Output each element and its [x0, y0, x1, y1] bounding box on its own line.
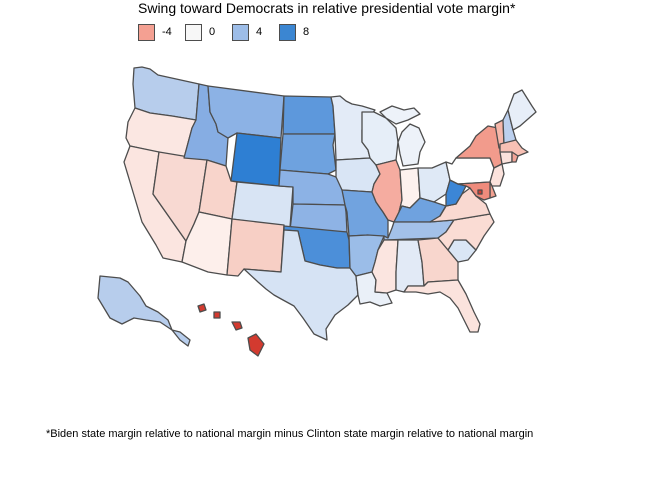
state-pa: [445, 157, 495, 185]
state-tx: [243, 229, 359, 341]
state-ak-panhandle: [171, 329, 191, 347]
legend-label: 0: [209, 26, 216, 38]
state-ak: [97, 275, 173, 331]
state-mt: [207, 85, 285, 139]
map-title: Swing toward Democrats in relative presi…: [138, 0, 516, 16]
state-nd: [282, 95, 336, 135]
state-wy: [230, 132, 282, 187]
state-mi: [397, 123, 426, 167]
state-hi-maui: [231, 321, 243, 331]
footnote: *Biden state margin relative to national…: [46, 428, 534, 440]
legend-label: 4: [256, 26, 263, 38]
state-mi-upper: [379, 105, 421, 125]
legend-swatch: [185, 24, 202, 41]
legend-swatch: [138, 24, 155, 41]
state-co: [231, 181, 294, 228]
state-dc: [477, 189, 483, 195]
legend-swatch: [232, 24, 249, 41]
state-ks: [289, 203, 348, 233]
legend-label: 8: [303, 26, 310, 38]
legend-swatch: [279, 24, 296, 41]
state-sd: [279, 133, 337, 175]
state-md: [457, 181, 491, 201]
state-ms: [371, 239, 399, 294]
state-oh: [417, 161, 451, 203]
state-fl: [403, 279, 481, 333]
state-hi: [247, 333, 265, 357]
state-ri: [511, 151, 519, 163]
state-me: [507, 89, 537, 131]
legend-label: -4: [162, 26, 172, 38]
state-nm: [226, 218, 285, 277]
state-hi-kauai: [197, 303, 207, 313]
state-hi-oahu: [213, 311, 221, 319]
state-ct: [499, 151, 513, 165]
state-nc: [437, 213, 495, 251]
state-nh: [502, 109, 517, 145]
